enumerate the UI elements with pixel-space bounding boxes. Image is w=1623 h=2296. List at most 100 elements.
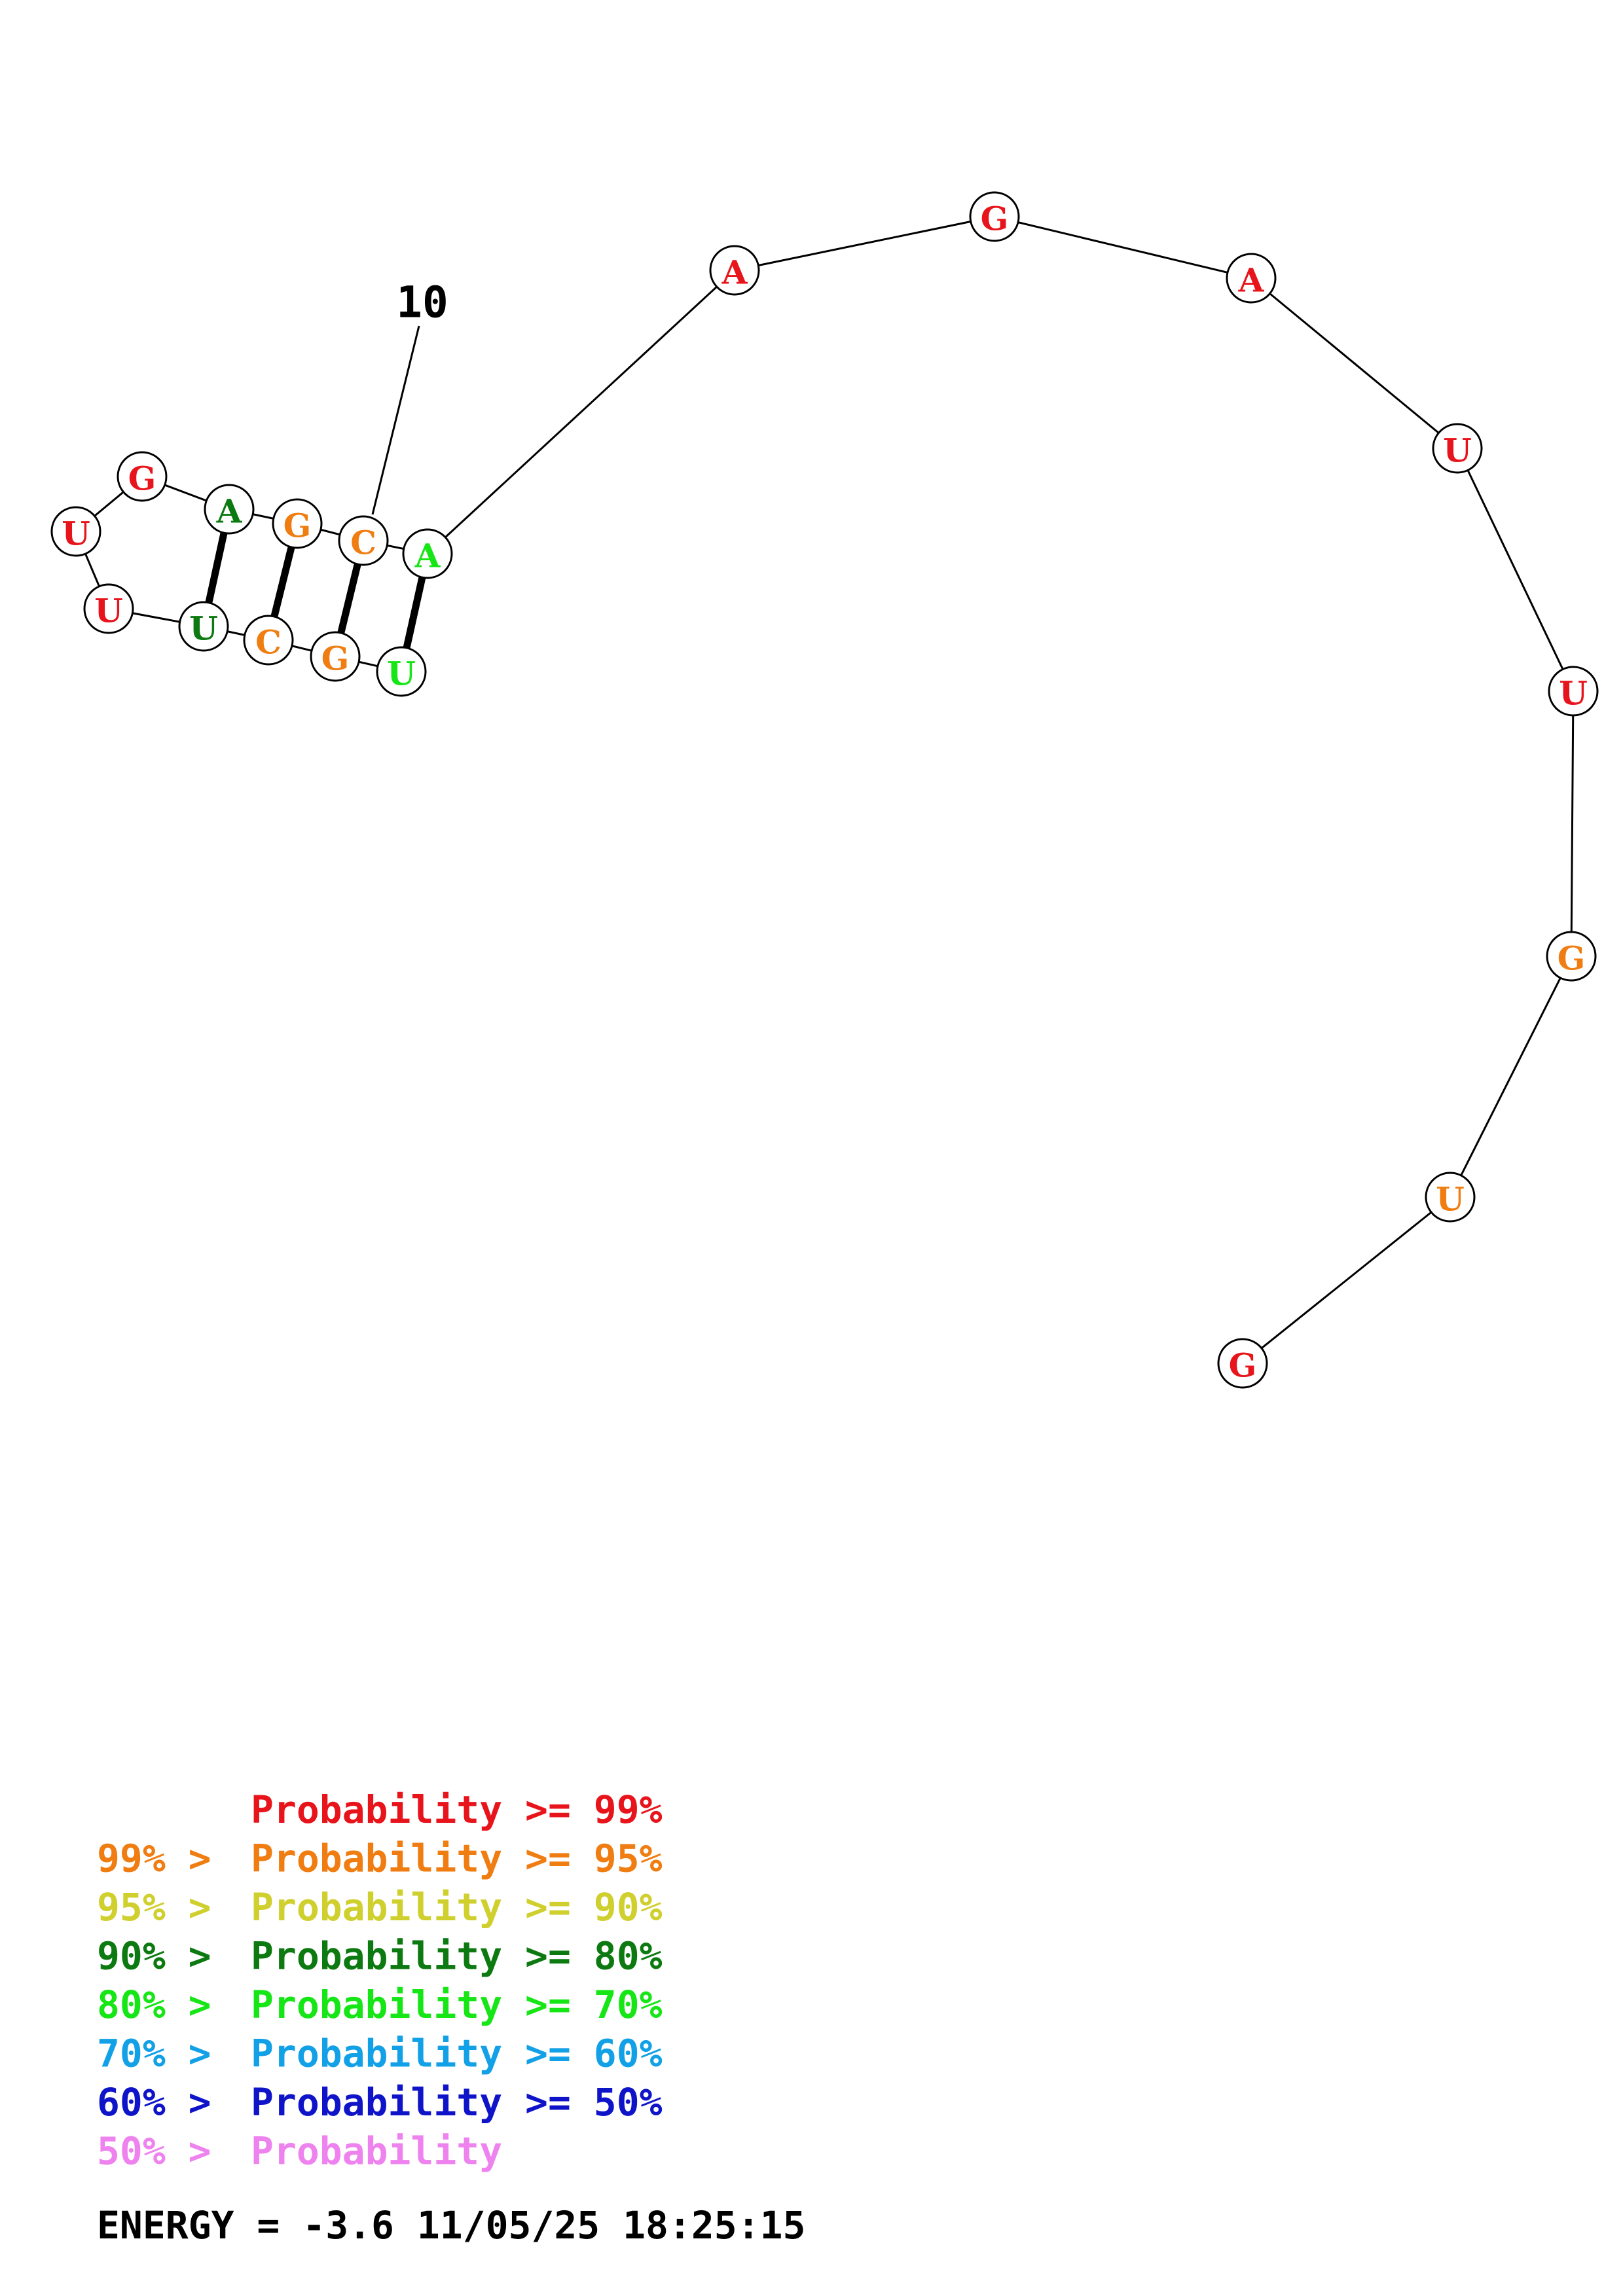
nucleotide-circle xyxy=(1546,931,1597,982)
nucleotide-circle xyxy=(272,498,323,549)
base-pair-bond xyxy=(205,531,228,604)
legend-row-prefix: 50% > xyxy=(97,2129,211,2174)
nucleotide-circle xyxy=(709,245,760,296)
nucleotide: U xyxy=(50,506,101,557)
legend-row-prefix: 80% > xyxy=(97,1982,211,2027)
nucleotide-circle xyxy=(83,583,134,634)
nucleotide-circle xyxy=(1548,666,1599,717)
nucleotide: U xyxy=(376,646,427,697)
nucleotide-letter: G xyxy=(1229,1346,1257,1385)
legend-row: 70% > Probability >= 60% xyxy=(97,2032,663,2076)
legend-row-prefix: 90% > xyxy=(97,1934,211,1979)
nucleotide: G xyxy=(310,631,361,682)
legend-row-label: Probability >= 95% xyxy=(251,1837,663,1881)
nucleotide: G xyxy=(272,498,323,549)
legend-row-label: Probability >= 60% xyxy=(251,2032,663,2076)
base-pair-bonds xyxy=(205,531,426,649)
nucleotide-letter: G xyxy=(283,507,312,545)
base-pair-bond xyxy=(403,576,426,649)
legend-row-prefix: 99% > xyxy=(97,1837,211,1881)
nucleotide-circle xyxy=(204,484,255,535)
nucleotide: G xyxy=(117,451,168,502)
nucleotide: G xyxy=(1217,1338,1268,1389)
nucleotide-letter: U xyxy=(94,592,123,630)
nucleotide: A xyxy=(709,245,760,296)
nucleotide-letter: U xyxy=(62,514,90,553)
nucleotide-circle xyxy=(178,601,229,652)
nucleotide-circle xyxy=(402,528,453,579)
nucleotide-circle xyxy=(969,191,1020,242)
nucleotide-letter: U xyxy=(387,655,416,693)
nucleotide: A xyxy=(1226,253,1277,304)
backbone-segment xyxy=(734,215,995,272)
legend-row: 60% > Probability >= 50% xyxy=(97,2080,663,2125)
nucleotide-letter: U xyxy=(1436,1180,1465,1219)
nucleotide-circle xyxy=(1425,1172,1476,1223)
backbone-segment xyxy=(1449,956,1573,1198)
nucleotide-letter: G xyxy=(128,459,156,498)
nucleotide-circle xyxy=(117,451,168,502)
energy-readout: ENERGY = -3.6 11/05/25 18:25:15 xyxy=(97,2203,806,2248)
nucleotide-letter: U xyxy=(1559,674,1588,713)
nucleotide-letter: A xyxy=(414,537,441,575)
legend-row-prefix: 60% > xyxy=(97,2080,211,2125)
backbone-segment xyxy=(994,215,1252,279)
backbone xyxy=(75,215,1575,1365)
legend-row: 99% > Probability >= 95% xyxy=(97,1837,663,1881)
legend-row-label: Probability >= 50% xyxy=(251,2080,663,2125)
nucleotide-circle xyxy=(1432,423,1483,474)
nucleotide-letter: U xyxy=(1443,431,1472,470)
base-pair-bond xyxy=(337,563,361,634)
nucleotide: A xyxy=(204,484,255,535)
nucleotide: A xyxy=(402,528,453,579)
index-label-tick xyxy=(371,325,420,515)
nucleotide-letter: G xyxy=(321,639,350,678)
nucleotide-letter: U xyxy=(189,609,218,648)
probability-legend: Probability >= 99% 99% > Probability >= 9… xyxy=(97,1787,663,2174)
backbone-segment xyxy=(1570,691,1575,957)
nucleotide-letter: G xyxy=(981,200,1009,238)
nucleotide-letter: A xyxy=(1238,261,1265,300)
nucleotide: C xyxy=(338,515,389,566)
legend-row-label: Probability >= 80% xyxy=(251,1934,663,1979)
backbone-segment xyxy=(1242,1196,1451,1365)
nucleotide-letter: G xyxy=(1558,939,1586,978)
nucleotide-circle xyxy=(1217,1338,1268,1389)
nucleotide: U xyxy=(1432,423,1483,474)
legend-row: 95% > Probability >= 90% xyxy=(97,1885,663,1929)
backbone-segment xyxy=(1250,277,1458,450)
nucleotide: G xyxy=(1546,931,1597,982)
nucleotide: U xyxy=(1548,666,1599,717)
legend-row: 90% > Probability >= 80% xyxy=(97,1934,663,1979)
nucleotide: C xyxy=(243,615,294,666)
index-labels: 10 xyxy=(371,278,448,515)
nucleotide: G xyxy=(969,191,1020,242)
legend-row-label: Probability xyxy=(251,2129,502,2174)
index-label: 10 xyxy=(396,278,448,328)
backbone-segment xyxy=(426,269,736,555)
nucleotide-circle xyxy=(1226,253,1277,304)
legend-row-label: Probability >= 90% xyxy=(251,1885,663,1929)
nucleotide-letter: C xyxy=(350,524,376,562)
legend-row-prefix: 95% > xyxy=(97,1885,211,1929)
legend-row-prefix: 70% > xyxy=(97,2032,211,2076)
nucleotide-letter: A xyxy=(216,492,243,531)
base-pair-bond xyxy=(270,546,295,618)
nucleotide-letter: A xyxy=(721,253,748,292)
nucleotide: U xyxy=(1425,1172,1476,1223)
legend-row: 50% > Probability xyxy=(97,2129,502,2174)
legend-row: Probability >= 99% xyxy=(251,1787,663,1832)
nucleotide-circle xyxy=(376,646,427,697)
legend-row: 80% > Probability >= 70% xyxy=(97,1982,663,2027)
backbone-segment xyxy=(1456,448,1575,692)
nucleotide-letter: C xyxy=(255,623,282,662)
nucleotide: U xyxy=(178,601,229,652)
nucleotide-circle xyxy=(338,515,389,566)
nucleotide-circle xyxy=(243,615,294,666)
nucleotide-circle xyxy=(50,506,101,557)
legend-row-label: Probability >= 99% xyxy=(251,1787,663,1832)
nucleotide-circle xyxy=(310,631,361,682)
nucleotide: U xyxy=(83,583,134,634)
